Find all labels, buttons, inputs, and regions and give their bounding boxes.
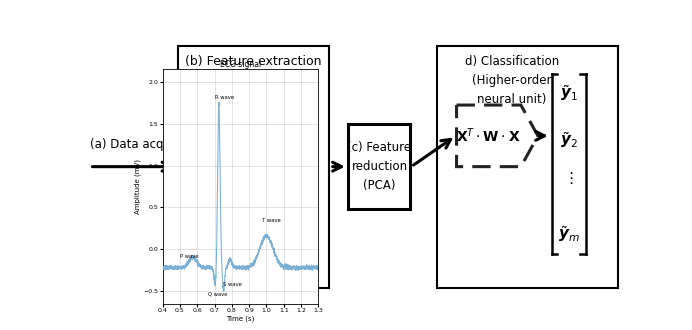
Text: $\tilde{\boldsymbol{y}}_m$: $\tilde{\boldsymbol{y}}_m$ <box>558 224 579 245</box>
Text: P wave: P wave <box>180 253 199 259</box>
Y-axis label: Amplitude (mV): Amplitude (mV) <box>134 159 140 214</box>
Bar <box>178 46 329 287</box>
Text: $\mathbf{X}^T \cdot \mathbf{W} \cdot \mathbf{X}$: $\mathbf{X}^T \cdot \mathbf{W} \cdot \ma… <box>456 126 520 145</box>
Text: T wave: T wave <box>262 218 280 223</box>
X-axis label: Time (s): Time (s) <box>226 315 255 322</box>
Text: R wave: R wave <box>215 95 235 100</box>
Text: d) Classification
(Higher-order
neural unit): d) Classification (Higher-order neural u… <box>465 55 559 106</box>
Text: (b) Feature extraction: (b) Feature extraction <box>185 55 322 68</box>
Polygon shape <box>457 105 538 167</box>
Text: $\tilde{\boldsymbol{y}}_2$: $\tilde{\boldsymbol{y}}_2$ <box>560 130 577 150</box>
Title: ECG signal: ECG signal <box>220 59 261 69</box>
Text: (a) Data acquisition: (a) Data acquisition <box>89 138 206 151</box>
Text: $\vdots$: $\vdots$ <box>563 170 574 186</box>
Text: (c) Feature
reduction
(PCA): (c) Feature reduction (PCA) <box>347 141 412 192</box>
Text: S wave: S wave <box>223 282 242 287</box>
Text: Q wave: Q wave <box>208 291 227 296</box>
Bar <box>349 124 410 209</box>
Bar <box>437 46 618 287</box>
Text: $\tilde{\boldsymbol{y}}_1$: $\tilde{\boldsymbol{y}}_1$ <box>560 83 577 104</box>
